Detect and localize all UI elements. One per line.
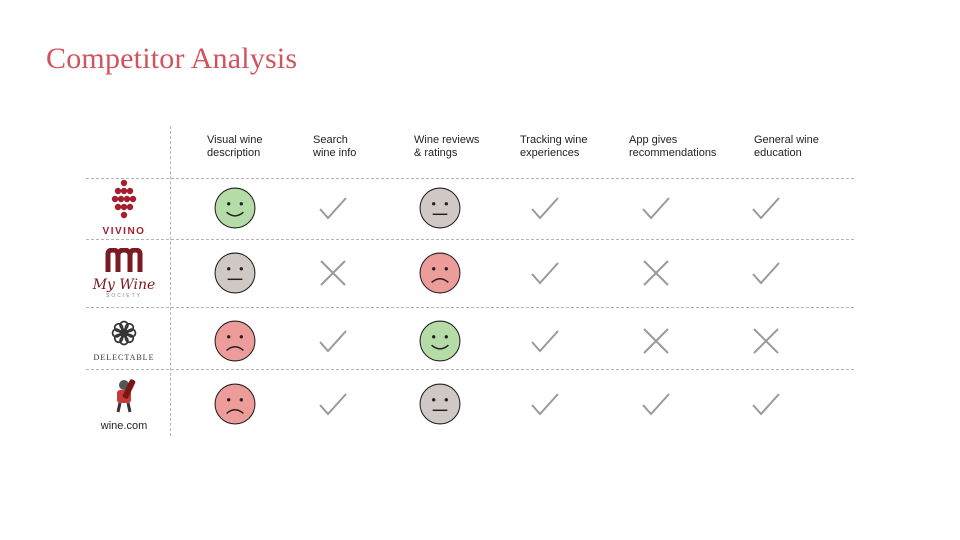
cross-icon	[311, 251, 355, 295]
cross-icon	[744, 319, 788, 363]
wine-com-icon	[107, 377, 141, 418]
competitor-name: wine.com	[100, 419, 148, 432]
column-header: App gives recommendations	[629, 134, 717, 159]
neutral-face-icon	[418, 382, 462, 426]
column-header: Visual wine description	[207, 134, 263, 159]
checkmark-icon	[523, 251, 567, 295]
checkmark-icon	[634, 382, 678, 426]
checkmark-icon	[311, 186, 355, 230]
vivino-grape-icon	[111, 179, 137, 224]
competitor-logo: VIVINO	[86, 178, 162, 238]
checkmark-icon	[744, 382, 788, 426]
smile-face-icon	[213, 186, 257, 230]
my-wine-society-icon	[104, 246, 144, 279]
competitor-logo: wine.com	[86, 374, 162, 434]
checkmark-icon	[523, 186, 567, 230]
column-header: Search wine info	[313, 134, 357, 159]
frown-face-icon	[213, 382, 257, 426]
competitor-logo: My Wine SOCIETY	[86, 243, 162, 303]
row-divider	[86, 307, 854, 308]
checkmark-icon	[744, 186, 788, 230]
checkmark-icon	[744, 251, 788, 295]
cross-icon	[634, 251, 678, 295]
frown-face-icon	[213, 319, 257, 363]
page-title: Competitor Analysis	[46, 42, 298, 75]
neutral-face-icon	[418, 186, 462, 230]
checkmark-icon	[634, 186, 678, 230]
checkmark-icon	[523, 382, 567, 426]
competitor-name: DELECTABLE	[93, 353, 155, 362]
column-header: Tracking wine experiences	[520, 134, 588, 159]
smile-face-icon	[418, 319, 462, 363]
column-header: General wine education	[754, 134, 819, 159]
row-divider	[86, 239, 854, 240]
checkmark-icon	[523, 319, 567, 363]
cross-icon	[634, 319, 678, 363]
delectable-flower-icon	[111, 320, 137, 351]
frown-face-icon	[418, 251, 462, 295]
column-header: Wine reviews & ratings	[414, 134, 480, 159]
neutral-face-icon	[213, 251, 257, 295]
row-divider	[86, 369, 854, 370]
competitor-logo: DELECTABLE	[86, 311, 162, 371]
checkmark-icon	[311, 319, 355, 363]
competitor-subtext: SOCIETY	[106, 292, 142, 299]
checkmark-icon	[311, 382, 355, 426]
competitor-name: VIVINO	[102, 226, 146, 237]
competitor-name: My Wine	[92, 276, 156, 293]
row-divider	[86, 178, 854, 179]
header-divider	[170, 126, 171, 436]
